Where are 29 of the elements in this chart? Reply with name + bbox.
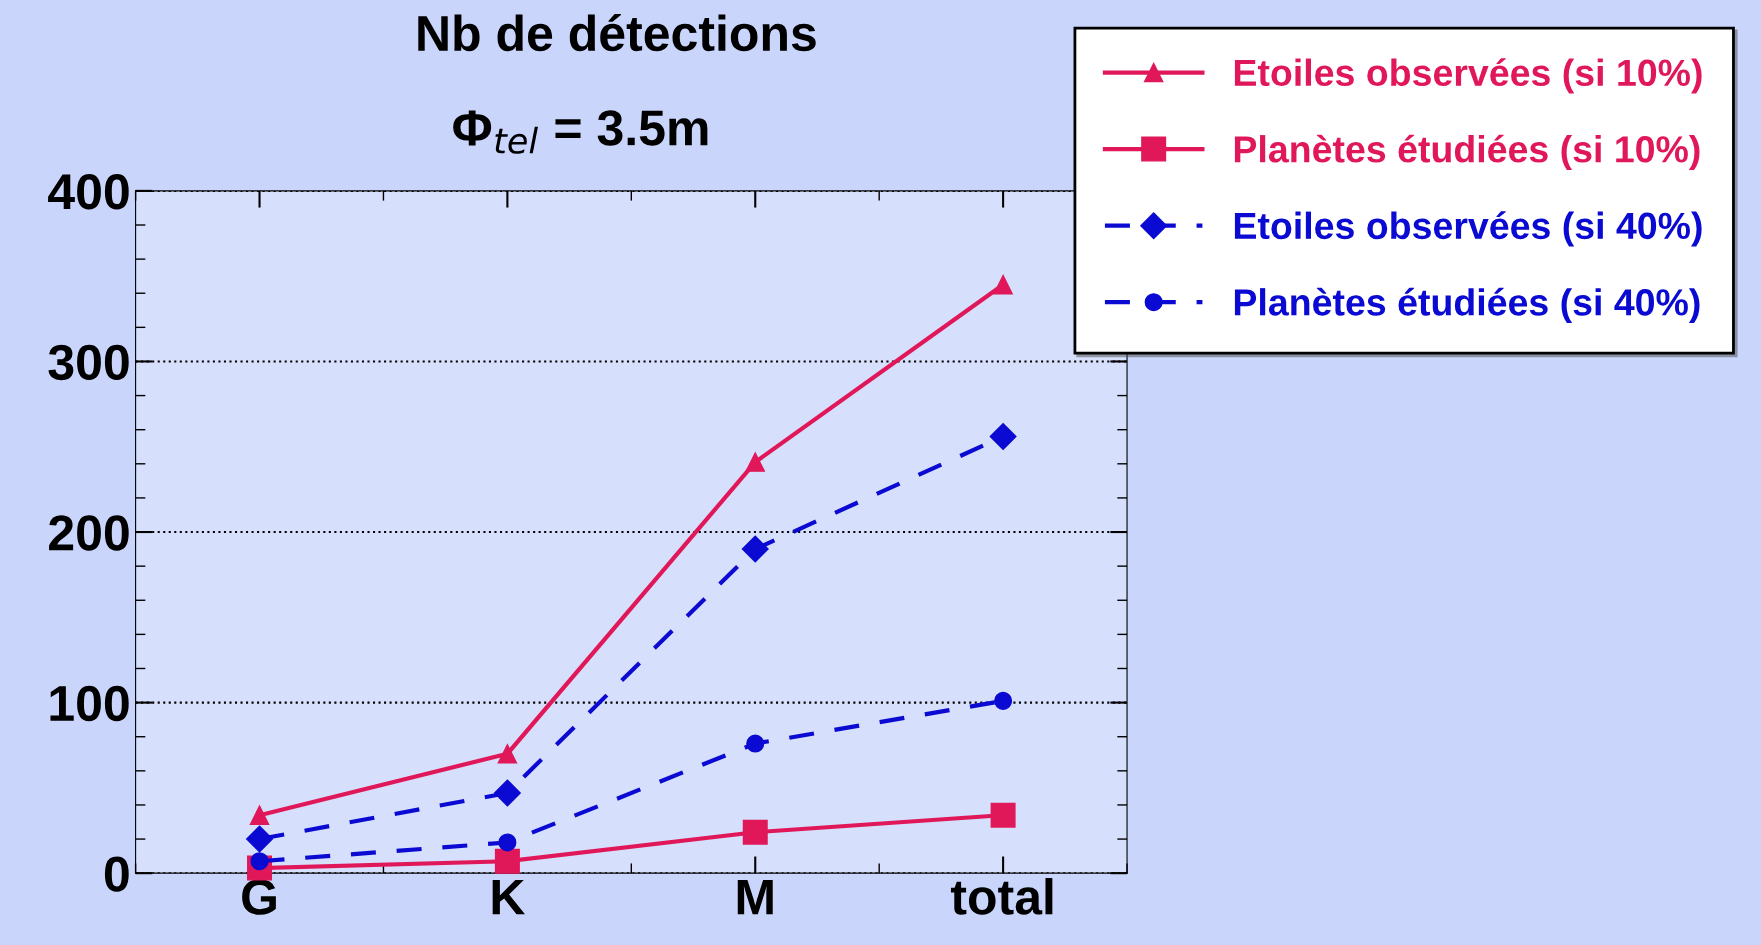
- legend-label: Etoiles observées (si 40%): [1234, 211, 1702, 247]
- x-tick-label: K: [492, 879, 525, 915]
- point: [745, 452, 765, 472]
- point: [989, 423, 1017, 450]
- x-tick-label: G: [242, 879, 276, 915]
- point: [990, 802, 1016, 828]
- point: [497, 744, 518, 764]
- point: [993, 274, 1013, 295]
- chart-title: Nb de détections: [418, 14, 816, 52]
- point: [994, 691, 1013, 710]
- point: [249, 805, 270, 825]
- point: [498, 833, 517, 852]
- point: [742, 819, 768, 845]
- y-tick-label: 0: [104, 856, 129, 892]
- point: [246, 825, 273, 853]
- y-tick-label: 100: [50, 685, 129, 722]
- x-tick-label: M: [737, 879, 773, 915]
- point: [746, 734, 765, 753]
- point: [741, 535, 769, 563]
- y-tick-label: 300: [48, 344, 129, 381]
- legend-label: Planètes étudiées (si 10%): [1234, 134, 1700, 171]
- y-tick-label: 400: [48, 174, 129, 210]
- y-tick-label: 200: [49, 515, 129, 551]
- point: [493, 779, 521, 807]
- legend-label: Etoiles observées (si 10%): [1234, 58, 1702, 94]
- legend-label: Planètes étudiées (si 40%): [1234, 287, 1700, 324]
- point: [494, 848, 520, 874]
- x-tick-label: total: [950, 878, 1053, 915]
- chart-subtitle: Φ$_{tel}$ = 3.5m: [453, 110, 708, 154]
